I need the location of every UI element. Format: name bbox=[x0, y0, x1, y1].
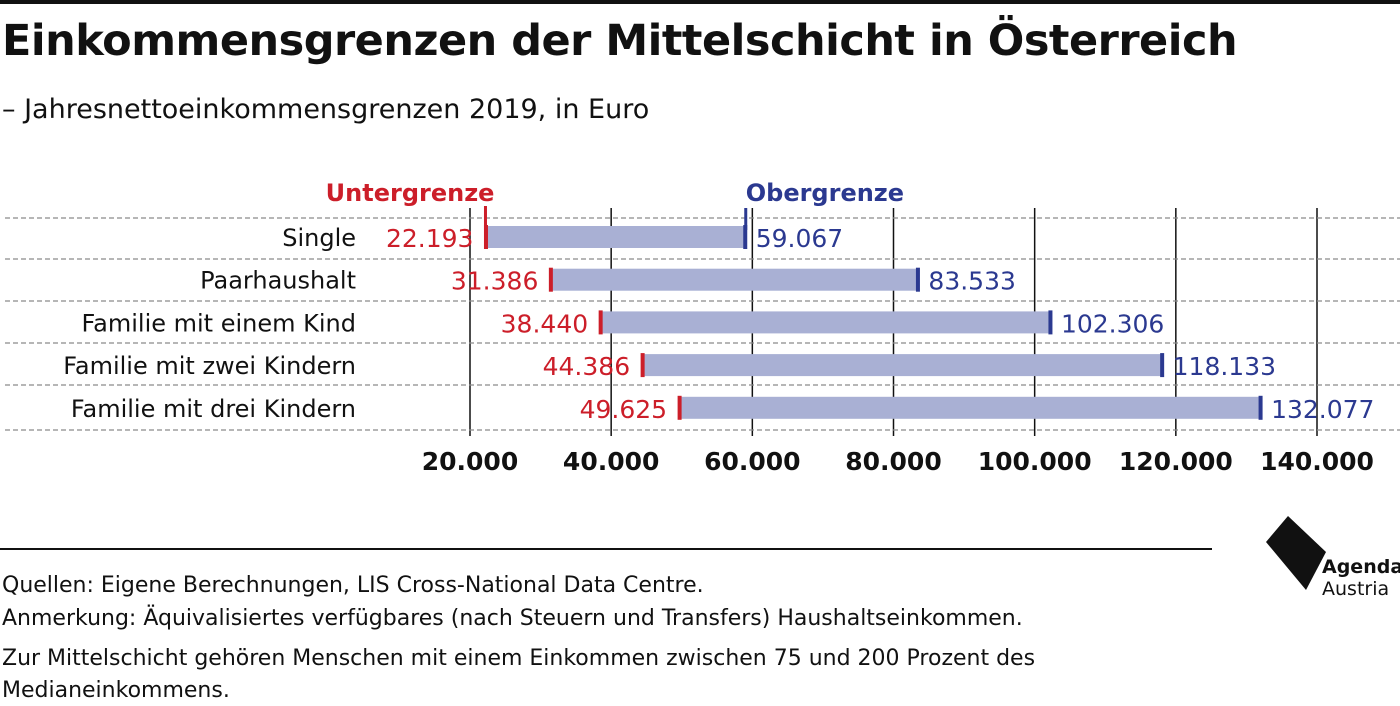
agenda-austria-logo-icon bbox=[1266, 516, 1326, 590]
value-labels: 22.193 59.067 31.386 83.533 38.440 102.306 44.… bbox=[386, 224, 1374, 424]
lower-value-label: 31.386 bbox=[451, 267, 538, 296]
lower-bound-marker bbox=[483, 225, 488, 249]
x-tick-label: 60.000 bbox=[704, 447, 800, 476]
legend-label-lower: Untergrenze bbox=[326, 179, 495, 207]
category-labels: Single Paarhaushalt Familie mit einem Kind… bbox=[63, 224, 356, 423]
chart-subtitle: – Jahresnettoeinkommensgrenzen 2019, in … bbox=[2, 94, 650, 125]
category-label: Familie mit einem Kind bbox=[82, 309, 356, 337]
upper-value-label: 132.077 bbox=[1271, 395, 1374, 424]
definition-note-line2: Medianeinkommens. bbox=[2, 678, 230, 703]
category-label: Single bbox=[282, 224, 356, 252]
x-tick-label: 80.000 bbox=[845, 447, 941, 476]
remark-note: Anmerkung: Äquivalisiertes verfügbares (… bbox=[2, 606, 1023, 631]
range-bar bbox=[679, 396, 1262, 419]
lower-bound-marker bbox=[598, 310, 603, 335]
x-tick-label: 140.000 bbox=[1260, 447, 1374, 476]
upper-value-label: 102.306 bbox=[1061, 309, 1164, 338]
top-rule bbox=[0, 0, 1400, 4]
range-bar bbox=[642, 354, 1163, 377]
upper-value-label: 59.067 bbox=[756, 224, 843, 253]
x-tick-label: 20.000 bbox=[422, 447, 518, 476]
upper-bound-marker bbox=[743, 225, 748, 249]
lower-bound-marker bbox=[640, 353, 645, 378]
upper-bound-marker bbox=[1160, 353, 1165, 378]
range-bar bbox=[600, 311, 1051, 334]
lower-bound-marker bbox=[677, 395, 682, 420]
upper-value-label: 83.533 bbox=[928, 267, 1015, 296]
source-note: Quellen: Eigene Berechnungen, LIS Cross-… bbox=[2, 573, 704, 598]
legend-label-upper: Obergrenze bbox=[746, 179, 904, 207]
footer-rule bbox=[0, 548, 1212, 550]
x-tick-label: 40.000 bbox=[563, 447, 659, 476]
range-bar bbox=[550, 268, 919, 291]
logo-text-agenda: Agenda bbox=[1322, 556, 1400, 578]
lower-bound-marker bbox=[548, 267, 553, 292]
category-label: Familie mit drei Kindern bbox=[71, 395, 356, 423]
upper-bound-marker bbox=[1048, 310, 1053, 335]
logo-text-austria: Austria bbox=[1322, 578, 1390, 600]
range-bar-chart: Untergrenze Obergrenze Single Paarhaushalt… bbox=[5, 179, 1400, 476]
legend: Untergrenze Obergrenze bbox=[326, 179, 904, 230]
category-label: Paarhaushalt bbox=[200, 267, 356, 295]
upper-value-label: 118.133 bbox=[1173, 352, 1276, 381]
lower-value-label: 22.193 bbox=[386, 224, 473, 253]
bars bbox=[483, 225, 1263, 420]
lower-value-label: 49.625 bbox=[580, 395, 667, 424]
x-axis-tick-labels: 20.000 40.000 60.000 80.000 100.000 120.000 14… bbox=[422, 447, 1374, 476]
range-bar bbox=[485, 226, 746, 248]
definition-note-line1: Zur Mittelschicht gehören Menschen mit e… bbox=[2, 646, 1036, 671]
lower-value-label: 38.440 bbox=[501, 309, 588, 338]
upper-bound-marker bbox=[1258, 395, 1263, 420]
chart-title: Einkommensgrenzen der Mittelschicht in Ö… bbox=[2, 16, 1238, 66]
x-tick-label: 100.000 bbox=[978, 447, 1092, 476]
x-tick-label: 120.000 bbox=[1119, 447, 1233, 476]
category-label: Familie mit zwei Kindern bbox=[63, 352, 356, 380]
row-separators bbox=[5, 217, 1400, 431]
lower-value-label: 44.386 bbox=[543, 352, 630, 381]
upper-bound-marker bbox=[915, 267, 920, 292]
